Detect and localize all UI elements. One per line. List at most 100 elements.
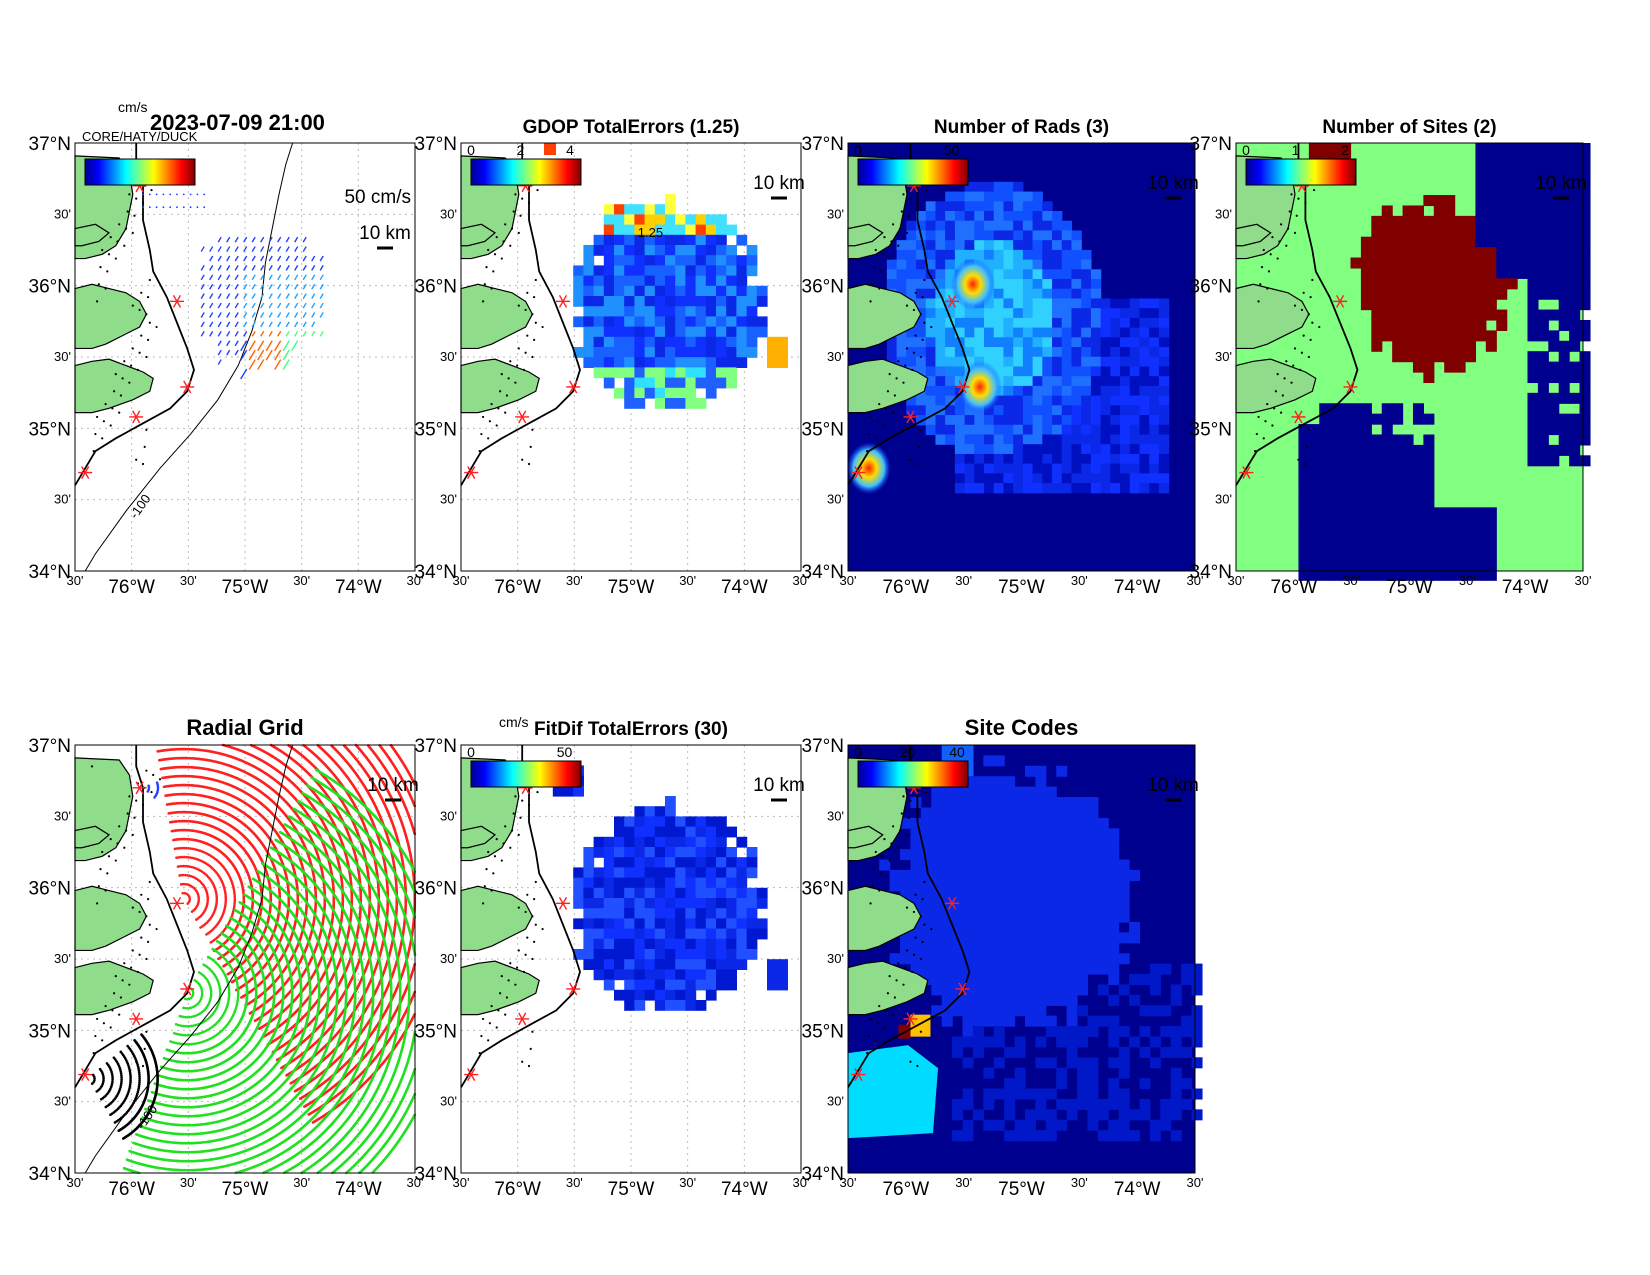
y-tick-label: 37°N <box>802 736 844 757</box>
y-tick-label: 36°N <box>29 277 71 298</box>
panel-title: Radial Grid <box>186 715 303 740</box>
land-mass <box>75 961 153 1015</box>
y-tick-label: 36°N <box>415 277 457 298</box>
y-tick-label: 30' <box>54 1094 71 1109</box>
y-tick-label: 34°N <box>29 562 71 583</box>
x-tick-label: 76°W <box>108 577 155 598</box>
y-tick-label: 30' <box>1215 206 1232 221</box>
colorbar-tick: 0 <box>854 744 862 760</box>
land-mass <box>461 359 539 413</box>
x-tick-label: 30' <box>1459 573 1476 588</box>
y-tick-label: 35°N <box>29 419 71 440</box>
land-mass <box>75 359 153 413</box>
colorbar-tick: 0 <box>1242 142 1250 158</box>
colorbar-tick: 50 <box>944 142 960 158</box>
y-tick-label: 30' <box>1215 492 1232 507</box>
radar-site-marker <box>133 782 147 794</box>
y-tick-label: 30' <box>54 349 71 364</box>
scale-bar-label: 10 km <box>1147 775 1199 796</box>
y-tick-label: 30' <box>440 1094 457 1109</box>
radar-site-marker <box>556 295 570 307</box>
y-tick-label: 30' <box>827 206 844 221</box>
x-tick-label: 76°W <box>494 1179 541 1200</box>
x-tick-label: 74°W <box>1114 577 1161 598</box>
y-tick-label: 35°N <box>1190 419 1232 440</box>
x-tick-label: 75°W <box>608 577 655 598</box>
colorbar-tick: 0 <box>467 744 475 760</box>
x-tick-label: 75°W <box>222 577 269 598</box>
y-tick-label: 35°N <box>802 1021 844 1042</box>
y-tick-label: 36°N <box>802 879 844 900</box>
x-tick-label: 76°W <box>882 577 929 598</box>
y-tick-label: 30' <box>54 206 71 221</box>
figure-timestamp: 2023-07-09 21:00 <box>150 110 325 135</box>
arrow-scale-label: 50 cm/s <box>344 187 411 208</box>
site-code-region <box>848 1045 938 1138</box>
land-mass <box>75 284 146 348</box>
y-tick-label: 34°N <box>802 562 844 583</box>
y-tick-label: 30' <box>827 951 844 966</box>
cms-unit-label: cm/s <box>118 99 148 115</box>
x-tick-label: 30' <box>1187 1175 1204 1190</box>
x-tick-label: 30' <box>955 573 972 588</box>
y-tick-label: 37°N <box>802 134 844 155</box>
y-tick-label: 36°N <box>1190 277 1232 298</box>
x-tick-label: 30' <box>840 1175 857 1190</box>
y-tick-label: 30' <box>440 808 457 823</box>
panel-title: Number of Sites (2) <box>1322 117 1496 138</box>
panel-title: GDOP TotalErrors (1.25) <box>523 117 740 138</box>
radar-site-marker <box>515 1013 529 1025</box>
x-tick-label: 75°W <box>222 1179 269 1200</box>
radial-grid-points <box>91 744 416 1175</box>
y-tick-label: 37°N <box>29 134 71 155</box>
x-tick-label: 30' <box>293 1175 310 1190</box>
colorbar-tick: 2 <box>1341 142 1349 158</box>
x-tick-label: 74°W <box>335 577 382 598</box>
y-tick-label: 30' <box>54 492 71 507</box>
x-tick-label: 30' <box>293 573 310 588</box>
y-tick-label: 36°N <box>802 277 844 298</box>
colorbar <box>858 159 968 185</box>
y-tick-label: 30' <box>440 206 457 221</box>
x-tick-label: 74°W <box>721 1179 768 1200</box>
y-tick-label: 30' <box>1215 349 1232 364</box>
y-tick-label: 36°N <box>29 879 71 900</box>
colorbar-tick: 0 <box>854 142 862 158</box>
y-tick-label: 34°N <box>802 1164 844 1185</box>
y-tick-label: 35°N <box>802 419 844 440</box>
x-tick-label: 76°W <box>494 577 541 598</box>
colorbar-tick: 20 <box>900 744 916 760</box>
x-tick-label: 74°W <box>1114 1179 1161 1200</box>
x-tick-label: 76°W <box>1270 577 1317 598</box>
data-hotspot <box>951 258 995 310</box>
x-tick-label: 30' <box>180 573 197 588</box>
x-tick-label: 30' <box>453 573 470 588</box>
y-tick-label: 30' <box>54 951 71 966</box>
x-tick-label: 30' <box>1343 573 1360 588</box>
x-tick-label: 30' <box>679 573 696 588</box>
y-tick-label: 30' <box>440 349 457 364</box>
y-tick-label: 35°N <box>415 1021 457 1042</box>
isobath-label: -100 <box>126 491 153 521</box>
land-mass <box>461 886 532 950</box>
current-vectors <box>142 193 323 379</box>
x-tick-label: 30' <box>67 1175 84 1190</box>
land-mass <box>75 886 146 950</box>
scale-bar-label: 10 km <box>359 223 411 244</box>
colorbar-tick: 1 <box>1292 142 1300 158</box>
x-tick-label: 30' <box>180 1175 197 1190</box>
radar-site-marker <box>556 897 570 909</box>
x-tick-label: 30' <box>1071 573 1088 588</box>
panel-title: Site Codes <box>965 715 1079 740</box>
radar-site-marker <box>170 897 184 909</box>
x-tick-label: 76°W <box>882 1179 929 1200</box>
colorbar-tick: 2 <box>517 142 525 158</box>
land-mass <box>461 284 532 348</box>
x-tick-label: 30' <box>1228 573 1245 588</box>
y-tick-label: 35°N <box>415 419 457 440</box>
data-cells <box>553 765 768 1010</box>
colorbar-unit: cm/s <box>499 714 529 730</box>
y-tick-label: 30' <box>440 492 457 507</box>
colorbar-tick: 50 <box>557 744 573 760</box>
